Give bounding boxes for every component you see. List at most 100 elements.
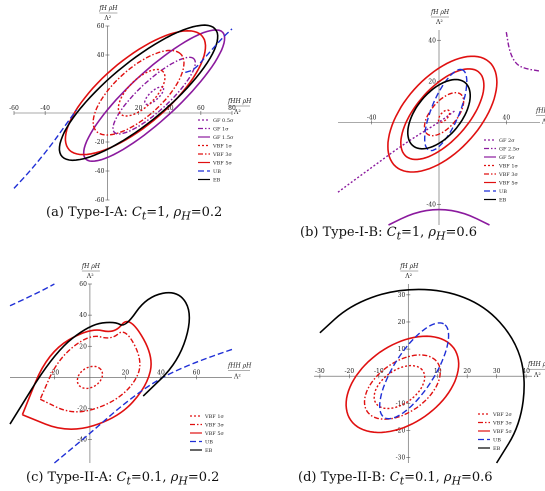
series-gf-5--curve	[388, 208, 490, 226]
x-axis-label-denominator: Λ²	[233, 373, 241, 380]
y-tick-label: 10	[398, 346, 406, 353]
x-tick-label: 40	[503, 114, 511, 121]
caption-c: (c) Type-II-A: Ct=0.1, ρH=0.2	[26, 470, 220, 488]
chart-panel-a: -60 -40 20 40 60 80 60 40 -20 -40 -60 fH ρH Λ² fHH ρH…	[0, 0, 275, 230]
y-tick-label: -10	[396, 400, 406, 407]
series-vbf-5--curve	[21, 320, 152, 430]
legend-entry: UB	[213, 169, 221, 175]
series-ub-curve	[185, 28, 233, 74]
y-tick-label: 20	[79, 343, 87, 350]
x-tick-label: 40	[157, 369, 165, 376]
y-tick-label: 40	[79, 312, 87, 319]
x-tick-label: -10	[374, 368, 384, 375]
legend-entry: VBF 5σ	[204, 431, 225, 437]
legend-entry: UB	[499, 189, 507, 195]
legend-entry: VBF 5σ	[498, 181, 519, 187]
y-axis-label: fH ρH	[81, 263, 101, 270]
x-axis-label-denominator: Λ²	[233, 109, 241, 116]
chart-d-svg: -30 -20 -10 10 20 30 40 30 20 10 -10 -20 -30 fH ρH Λ² f…	[314, 263, 545, 464]
chart-b-svg: -40 40 40 20 -40 fH ρH Λ² fHH ρH Λ² GF 2σ GF 2.5σ G…	[337, 9, 545, 226]
legend-entry: GF 1σ	[213, 127, 229, 133]
caption-a-text: (a) Type-I-A:	[46, 205, 132, 220]
y-tick-label: -40	[426, 201, 436, 208]
x-tick-label: 60	[197, 105, 205, 112]
y-tick-label: -20	[77, 406, 87, 413]
legend-entry: VBF 2σ	[492, 412, 513, 418]
series-vbf-1--curve	[117, 68, 166, 117]
x-tick-label: -30	[315, 368, 325, 375]
y-axis-label-denominator: Λ²	[86, 273, 94, 280]
legend-entry: VBF 1σ	[204, 414, 225, 420]
series-vbf-5--curve	[345, 335, 460, 434]
y-tick-label: -60	[95, 197, 105, 204]
series-vbf-1--curve	[76, 365, 104, 390]
caption-d-text: (d) Type-II-B:	[298, 470, 390, 485]
series-ub-curve	[13, 109, 77, 189]
y-axis-label-denominator: Λ²	[103, 15, 111, 22]
legend-entry: GF 2σ	[499, 138, 515, 144]
series-eb-curve	[319, 288, 525, 464]
x-tick-label: -20	[345, 368, 355, 375]
series-ub-curve	[378, 322, 450, 420]
x-tick-label: -60	[9, 105, 19, 112]
legend-entry: GF 5σ	[499, 155, 515, 161]
legend-entry: VBF 5σ	[212, 161, 233, 167]
legend-entry: UB	[493, 438, 501, 444]
chart-panel-b: -40 40 40 20 -40 fH ρH Λ² fHH ρH Λ² GF 2σ GF 2.5σ G…	[278, 0, 545, 230]
legend-entry: UB	[205, 440, 213, 446]
series-vbf-3--curve	[92, 49, 185, 136]
y-tick-label: 40	[97, 52, 105, 59]
x-tick-label: 20	[122, 369, 130, 376]
x-tick-label: 20	[135, 105, 143, 112]
x-axis-label: fHH ρH	[535, 107, 545, 114]
legend-entry: VBF 5σ	[492, 429, 513, 435]
x-tick-label: 80	[228, 105, 236, 112]
x-axis-label: fHH ρH	[227, 98, 252, 105]
legend-entry: VBF 1σ	[498, 164, 519, 170]
series-vbf-2--curve	[373, 364, 426, 410]
series-gf-2-5--curve	[505, 31, 541, 72]
legend-entry: EB	[493, 446, 501, 452]
caption-c-text: (c) Type-II-A:	[26, 470, 117, 485]
legend-entry: GF 2.5σ	[499, 147, 520, 153]
y-tick-label: 30	[398, 292, 406, 299]
y-axis-label: fH ρH	[98, 5, 118, 12]
legend-entry: VBF 3σ	[492, 421, 513, 427]
series-eb-curve	[9, 291, 191, 425]
x-axis-label: fHH ρH	[227, 362, 252, 369]
series-eb-curve	[407, 78, 471, 150]
y-axis-label-denominator: Λ²	[404, 273, 412, 280]
caption-b: (b) Type-I-B: Ct=1, ρH=0.6	[300, 225, 478, 243]
series-gf-1-5--curve	[82, 29, 226, 163]
legend-entry: VBF 1σ	[212, 144, 233, 150]
legend-entry: GF 0.5σ	[213, 118, 234, 124]
x-tick-label: -40	[40, 105, 50, 112]
legend-entry: EB	[499, 198, 507, 204]
x-tick-label: -20	[50, 369, 60, 376]
x-axis-label: fHH ρH	[527, 361, 545, 368]
legend-entry: VBF 3σ	[498, 172, 519, 178]
y-tick-label: 60	[79, 281, 87, 288]
series-ub-curve	[9, 283, 55, 307]
y-tick-label: -30	[396, 455, 406, 462]
chart-a-svg: -60 -40 20 40 60 80 60 40 -20 -40 -60 fH ρH Λ² fHH ρH…	[9, 5, 252, 204]
y-tick-label: -20	[396, 427, 406, 434]
y-axis-label: fH ρH	[399, 263, 419, 270]
caption-b-text: (b) Type-I-B:	[300, 225, 387, 240]
x-tick-label: 20	[463, 368, 471, 375]
y-axis-label-denominator: Λ²	[435, 19, 443, 26]
chart-panel-d: -30 -20 -10 10 20 30 40 30 20 10 -10 -20 -30 fH ρH Λ² f…	[278, 258, 545, 491]
series-vbf-5--curve	[64, 29, 207, 156]
series-vbf-3--curve	[363, 354, 442, 420]
x-tick-label: 10	[434, 368, 442, 375]
y-tick-label: 20	[428, 78, 436, 85]
y-tick-label: -40	[95, 168, 105, 175]
legend-entry: EB	[205, 448, 213, 454]
chart-panel-c: -20 20 40 60 60 40 20 -20 -40 fH ρH Λ² fHH ρH Λ² VBF …	[0, 258, 275, 491]
y-tick-label: -20	[95, 139, 105, 146]
y-tick-label: 40	[428, 37, 436, 44]
y-tick-label: 60	[97, 23, 105, 30]
series-gf-2--curve	[337, 109, 457, 193]
series-vbf-5--curve	[399, 68, 485, 161]
